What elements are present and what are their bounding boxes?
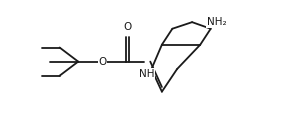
- Text: NH: NH: [139, 69, 154, 79]
- Text: O: O: [123, 22, 132, 32]
- Text: NH₂: NH₂: [207, 17, 226, 27]
- Text: O: O: [98, 57, 107, 67]
